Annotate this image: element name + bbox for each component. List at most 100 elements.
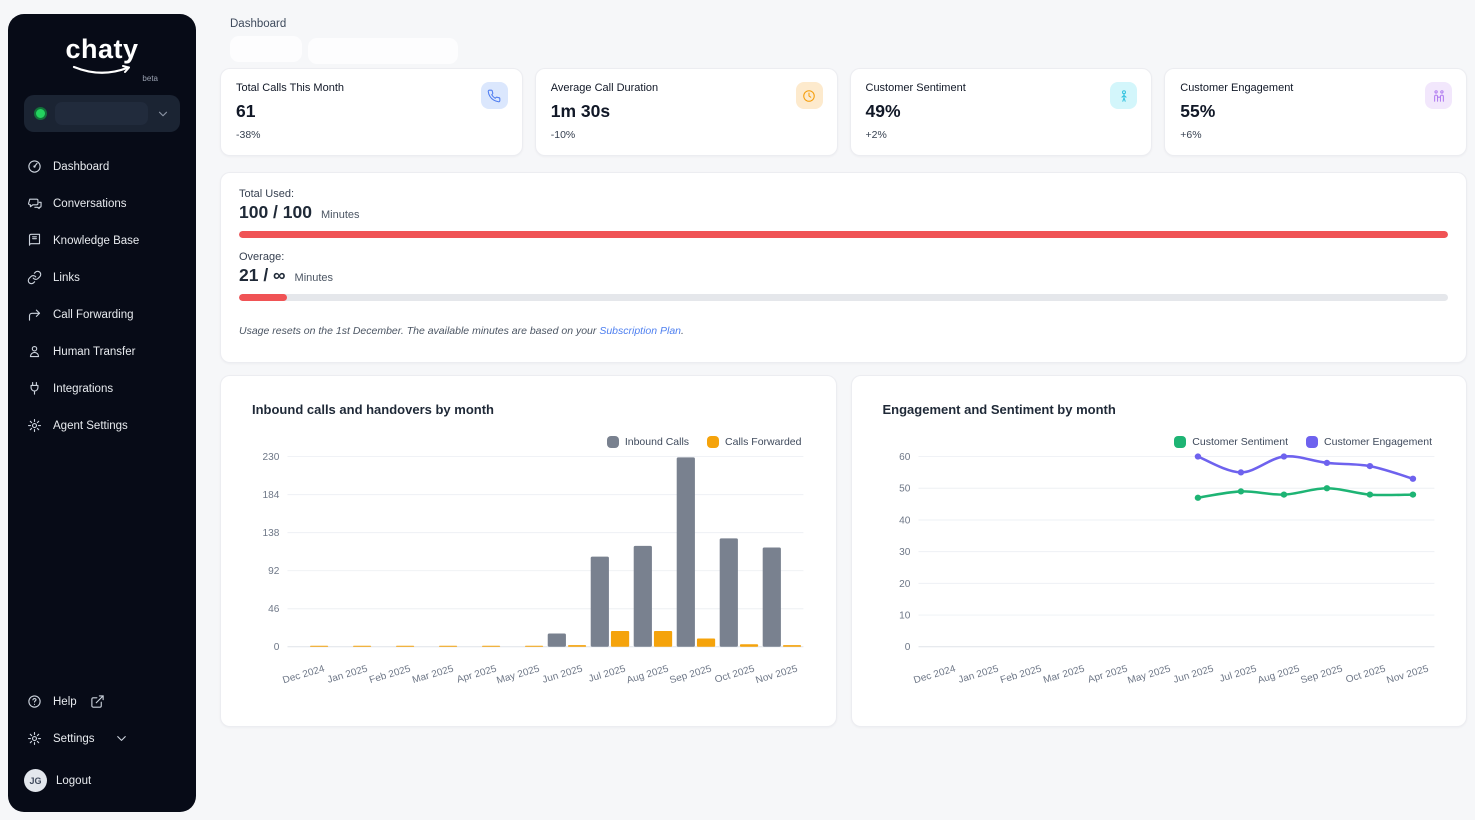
svg-text:Jan 2025: Jan 2025 (957, 664, 1000, 686)
overage-value: 21 / ∞ (239, 265, 286, 285)
sidebar-item-settings[interactable]: Settings (8, 720, 196, 757)
chart-legend: Inbound Calls Calls Forwarded (606, 436, 802, 448)
stat-value: 49% (865, 101, 901, 121)
stat-card-customer-engagement: Customer Engagement 55% +6% (1164, 68, 1467, 156)
stat-card-avg-duration: Average Call Duration 1m 30s -10% (534, 68, 838, 156)
legend-swatch (1306, 436, 1319, 448)
skeleton-placeholder (308, 38, 458, 64)
total-used-value: 100 / 100 (239, 202, 312, 222)
avatar: JG (24, 769, 47, 792)
phone-icon (487, 89, 501, 102)
svg-text:Jun 2025: Jun 2025 (541, 664, 584, 686)
svg-text:Aug 2025: Aug 2025 (625, 664, 670, 687)
svg-text:Mar 2025: Mar 2025 (411, 664, 456, 686)
stat-chip (1425, 82, 1452, 109)
legend-swatch (1174, 436, 1187, 448)
gear-icon (28, 419, 41, 432)
overage-unit: Minutes (294, 272, 334, 284)
sidebar-item-label: Dashboard (53, 160, 110, 173)
svg-text:Jul 2025: Jul 2025 (587, 664, 627, 685)
svg-text:40: 40 (899, 516, 911, 527)
svg-text:Apr 2025: Apr 2025 (1086, 664, 1129, 686)
stat-delta: +6% (1180, 129, 1202, 141)
sidebar-item-label: Human Transfer (53, 345, 136, 358)
stat-chip (1110, 82, 1138, 109)
stat-chip (480, 82, 508, 109)
legend-swatch (707, 436, 720, 448)
chart-legend: Customer Sentiment Customer Engagement (1174, 436, 1432, 448)
svg-text:Apr 2025: Apr 2025 (456, 664, 499, 686)
svg-text:Oct 2025: Oct 2025 (1344, 664, 1387, 686)
overage-progress-track (239, 294, 1448, 301)
svg-text:60: 60 (899, 452, 911, 463)
chat-bubbles-icon (28, 198, 42, 210)
total-used-progress-track (239, 231, 1448, 238)
svg-text:Jul 2025: Jul 2025 (1218, 664, 1258, 685)
gear-icon (28, 732, 41, 745)
stat-value: 55% (1180, 101, 1216, 121)
sidebar-item-help[interactable]: Help (8, 683, 196, 720)
svg-text:50: 50 (899, 484, 911, 495)
sidebar-item-knowledge-base[interactable]: Knowledge Base (8, 222, 196, 259)
sidebar-item-links[interactable]: Links (8, 259, 196, 296)
sidebar-item-label: Links (53, 271, 80, 284)
usage-card: Total Used: 100 / 100 Minutes Overage: 2… (220, 172, 1467, 363)
app-logo: chaty beta (8, 30, 196, 93)
sidebar-item-human-transfer[interactable]: Human Transfer (8, 333, 196, 370)
svg-text:30: 30 (899, 547, 911, 558)
app-logo-text: chaty (65, 34, 139, 64)
svg-text:May 2025: May 2025 (1126, 664, 1172, 687)
total-used-label: Total Used: (239, 188, 295, 200)
svg-text:May 2025: May 2025 (495, 664, 541, 687)
arrow-forward-icon (28, 309, 41, 321)
stat-value: 61 (236, 101, 256, 121)
page-title: Dashboard (230, 18, 287, 30)
external-link-icon (90, 695, 104, 708)
sidebar-item-label: Knowledge Base (53, 234, 140, 247)
logo-swoosh-icon (72, 65, 130, 74)
total-used-progress-fill (239, 231, 1448, 238)
sidebar-item-label: Integrations (53, 382, 114, 395)
sidebar-item-agent-settings[interactable]: Agent Settings (8, 407, 196, 444)
sidebar-item-label: Agent Settings (53, 419, 128, 432)
settings-label: Settings (53, 732, 95, 745)
stat-delta: -38% (236, 129, 261, 141)
svg-text:0: 0 (904, 642, 910, 653)
subscription-plan-link[interactable]: Subscription Plan (599, 325, 682, 337)
svg-text:Jan 2025: Jan 2025 (326, 664, 369, 686)
stat-card-total-calls: Total Calls This Month 61 -38% (220, 68, 523, 156)
gauge-icon (28, 160, 41, 173)
sidebar-item-integrations[interactable]: Integrations (8, 370, 196, 407)
book-icon (28, 233, 41, 246)
svg-text:92: 92 (268, 566, 280, 577)
workspace-name-placeholder (55, 102, 148, 125)
svg-text:230: 230 (263, 452, 280, 463)
chart-title: Engagement and Sentiment by month (882, 402, 1116, 417)
stat-label: Customer Sentiment (865, 82, 966, 94)
beta-badge: beta (142, 74, 158, 83)
people-icon (1433, 89, 1444, 102)
sidebar-item-call-forwarding[interactable]: Call Forwarding (8, 296, 196, 333)
legend-swatch (606, 436, 619, 448)
stat-delta: +2% (865, 129, 887, 141)
help-icon (28, 695, 41, 708)
stat-label: Customer Engagement (1180, 82, 1294, 94)
plug-icon (30, 382, 39, 395)
logout-button[interactable]: JG Logout (8, 757, 196, 798)
svg-text:10: 10 (899, 611, 911, 622)
link-icon (27, 270, 42, 285)
workspace-selector[interactable] (24, 95, 180, 132)
sidebar: chaty beta Dashboard Conversations (8, 14, 196, 812)
chevron-down-icon (158, 111, 168, 116)
usage-note-text: Usage resets on the 1st December. The av… (239, 325, 600, 337)
svg-text:Sep 2025: Sep 2025 (1299, 664, 1344, 687)
svg-text:138: 138 (263, 528, 280, 539)
svg-text:20: 20 (899, 579, 911, 590)
loading-skeleton-row (220, 34, 1467, 66)
svg-text:Oct 2025: Oct 2025 (714, 664, 757, 686)
usage-note: Usage resets on the 1st December. The av… (239, 325, 1448, 337)
sidebar-item-conversations[interactable]: Conversations (8, 185, 196, 222)
charts-row: Inbound calls and handovers by month Inb… (220, 375, 1467, 727)
sidebar-item-dashboard[interactable]: Dashboard (8, 148, 196, 185)
